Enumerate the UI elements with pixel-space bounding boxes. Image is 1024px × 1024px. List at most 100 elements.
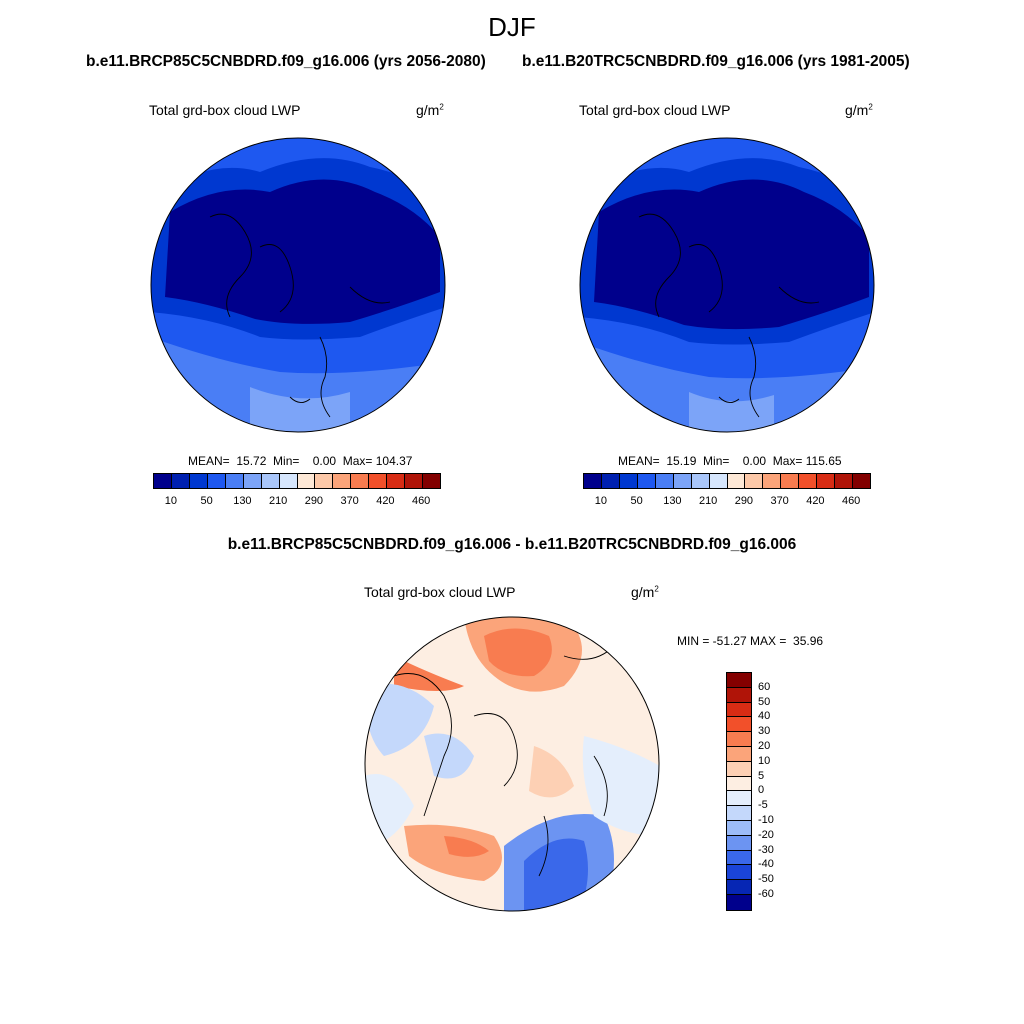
colorbar-swatch — [261, 474, 280, 488]
colorbar-tick-label: -50 — [758, 873, 774, 886]
colorbar-swatch — [727, 850, 751, 866]
colorbar-swatch — [727, 746, 751, 762]
colorbar-left-ticks: 10 50 130 210 290 370 420 460 — [153, 495, 441, 509]
panel-left-stats: MEAN= 15.72 Min= 0.00 Max= 104.37 — [188, 454, 413, 468]
colorbar-swatch — [781, 474, 800, 488]
colorbar-swatch — [423, 474, 440, 488]
colorbar-tick-label: -20 — [758, 828, 774, 841]
colorbar-tick-label: -10 — [758, 814, 774, 826]
colorbar-swatch — [727, 717, 751, 733]
colorbar-swatch — [405, 474, 424, 488]
colorbar-tick-label: -30 — [758, 843, 774, 856]
colorbar-swatch — [727, 761, 751, 777]
colorbar-swatch — [727, 687, 751, 703]
main-title: DJF — [488, 12, 536, 42]
diff-panel-title: b.e11.BRCP85C5CNBDRD.f09_g16.006 - b.e11… — [227, 536, 797, 553]
map-diff-polar — [364, 616, 660, 912]
colorbar-right-ticks: 10 50 130 210 290 370 420 460 — [583, 495, 871, 509]
colorbar-swatch — [673, 474, 692, 488]
colorbar-tick-label: 290 — [304, 495, 324, 507]
colorbar-swatch — [727, 776, 751, 792]
panel-right-stats: MEAN= 15.19 Min= 0.00 Max= 115.65 — [618, 454, 842, 468]
colorbar-tick-label: 130 — [233, 495, 252, 507]
colorbar-tick-label: 20 — [758, 740, 771, 752]
colorbar-tick-label: 30 — [758, 725, 771, 738]
colorbar-tick-label: 420 — [806, 495, 825, 507]
colorbar-swatch — [727, 806, 751, 821]
colorbar-tick-label: 460 — [841, 495, 861, 507]
colorbar-tick-label: 40 — [758, 710, 771, 723]
colorbar-tick-label: 10 — [758, 754, 771, 767]
colorbar-swatch — [637, 474, 656, 488]
colorbar-swatch — [243, 474, 262, 488]
colorbar-swatch — [584, 474, 602, 488]
colorbar-diff — [726, 672, 752, 911]
panel-right-units: g/m2 — [845, 102, 873, 118]
colorbar-swatch — [727, 865, 751, 881]
colorbar-swatch — [297, 474, 316, 488]
colorbar-tick-label: 420 — [376, 495, 395, 507]
colorbar-tick-label: 10 — [594, 495, 607, 507]
colorbar-tick-label: 50 — [200, 495, 213, 507]
colorbar-swatch — [727, 791, 751, 807]
map-left-polar — [150, 137, 446, 433]
panel-left-variable-label: Total grd-box cloud LWP — [149, 102, 301, 118]
colorbar-swatch — [727, 673, 751, 688]
colorbar-swatch — [655, 474, 674, 488]
panel-right-variable-label: Total grd-box cloud LWP — [579, 102, 731, 118]
colorbar-swatch — [817, 474, 836, 488]
colorbar-tick-label: 370 — [770, 495, 789, 507]
map-right-polar — [579, 137, 875, 433]
colorbar-swatch — [727, 474, 746, 488]
colorbar-tick-label: -60 — [758, 888, 774, 900]
colorbar-swatch — [727, 835, 751, 851]
colorbar-tick-label: 50 — [758, 695, 771, 708]
panel-left-title: b.e11.BRCP85C5CNBDRD.f09_g16.006 (yrs 20… — [86, 53, 486, 70]
colorbar-swatch — [835, 474, 854, 488]
colorbar-swatch — [333, 474, 352, 488]
colorbar-swatch — [154, 474, 172, 488]
colorbar-swatch — [619, 474, 638, 488]
colorbar-swatch — [727, 894, 751, 910]
colorbar-swatch — [853, 474, 870, 488]
panel-right-title: b.e11.B20TRC5CNBDRD.f09_g16.006 (yrs 198… — [522, 53, 910, 70]
colorbar-right — [583, 473, 871, 489]
colorbar-swatch — [763, 474, 782, 488]
diff-panel-units: g/m2 — [631, 584, 659, 600]
colorbar-swatch — [799, 474, 818, 488]
colorbar-swatch — [709, 474, 728, 488]
colorbar-swatch — [225, 474, 244, 488]
colorbar-tick-label: 10 — [164, 495, 177, 507]
colorbar-tick-label: 290 — [734, 495, 754, 507]
colorbar-swatch — [189, 474, 208, 488]
colorbar-tick-label: 60 — [758, 680, 771, 693]
diff-panel-minmax: MIN = -51.27 MAX = 35.96 — [677, 634, 824, 648]
colorbar-swatch — [691, 474, 710, 488]
colorbar-swatch — [279, 474, 298, 488]
colorbar-swatch — [351, 474, 370, 488]
colorbar-tick-label: 5 — [758, 769, 765, 782]
colorbar-swatch — [315, 474, 334, 488]
colorbar-diff-ticks: 60 50 40 30 20 10 5 0 -5 -10 -20 -30 -40 -50 -60 — [758, 672, 798, 912]
colorbar-tick-label: 130 — [663, 495, 682, 507]
colorbar-swatch — [727, 880, 751, 895]
colorbar-swatch — [171, 474, 190, 488]
colorbar-left — [153, 473, 441, 489]
colorbar-swatch — [727, 732, 751, 747]
colorbar-swatch — [601, 474, 620, 488]
colorbar-tick-label: 210 — [268, 495, 288, 507]
colorbar-swatch — [387, 474, 406, 488]
colorbar-tick-label: 0 — [758, 784, 765, 797]
colorbar-tick-label: 370 — [340, 495, 359, 507]
colorbar-tick-label: -5 — [758, 799, 768, 812]
panel-left-units: g/m2 — [416, 102, 444, 118]
colorbar-tick-label: 210 — [698, 495, 718, 507]
colorbar-swatch — [745, 474, 764, 488]
colorbar-tick-label: 50 — [630, 495, 643, 507]
colorbar-tick-label: -40 — [758, 858, 774, 871]
colorbar-swatch — [727, 702, 751, 718]
diff-panel-variable-label: Total grd-box cloud LWP — [364, 584, 516, 600]
colorbar-tick-label: 460 — [411, 495, 431, 507]
colorbar-swatch — [727, 820, 751, 836]
colorbar-swatch — [207, 474, 226, 488]
